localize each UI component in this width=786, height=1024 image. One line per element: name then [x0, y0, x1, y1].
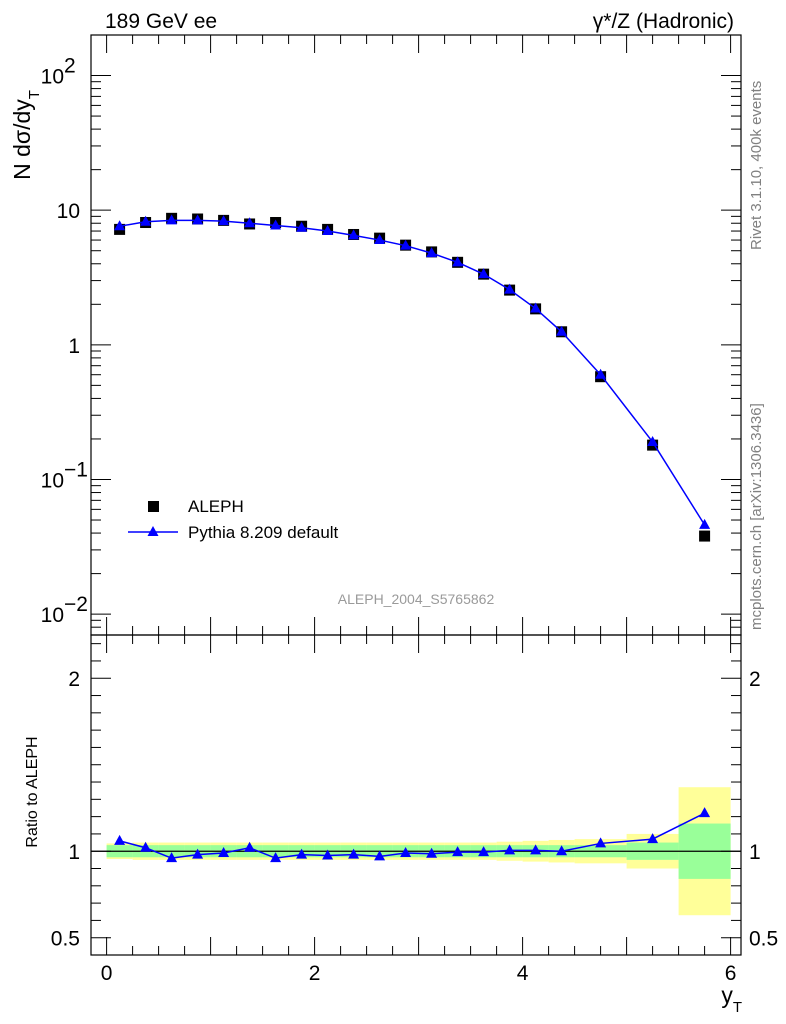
x-tick-labels: 0 2 4 6 — [101, 962, 737, 985]
ratio-y-tick-label-right: 1 — [749, 841, 761, 864]
pythia-ratio-point — [374, 850, 386, 861]
x-axis-label: yT — [721, 982, 742, 1016]
pythia-point — [270, 219, 282, 230]
main-y-tick-exponent: 2 — [64, 55, 76, 78]
x-tick-label: 4 — [517, 962, 529, 985]
header-right: γ*/Z (Hadronic) — [593, 10, 734, 33]
header-left: 189 GeV ee — [105, 10, 217, 33]
pythia-ratio-point — [270, 852, 282, 863]
main-y-axis-label: N dσ/dyT — [9, 90, 43, 180]
pythia-ratio-point — [166, 852, 178, 863]
pythia-point — [166, 214, 178, 225]
pythia-ratio-point — [322, 849, 334, 860]
ratio-axis-ticks — [91, 635, 741, 955]
x-tick-label: 0 — [101, 962, 113, 985]
pythia-ratio-point — [192, 848, 204, 859]
side-label-mcplots: mcplots.cern.ch [arXiv:1306.3436] — [748, 403, 765, 630]
analysis-label: ALEPH_2004_S5765862 — [338, 591, 495, 607]
pythia-ratio-point — [426, 847, 438, 858]
ratio-y-tick-label-right: 0.5 — [749, 928, 778, 951]
legend-marker-pythia — [147, 526, 159, 536]
pythia-ratio-point — [530, 844, 542, 855]
pythia-point — [426, 247, 438, 258]
aleph-data-point — [699, 530, 711, 542]
pythia-point — [556, 325, 568, 336]
main-y-tick-label: 1 — [68, 335, 80, 358]
main-y-tick-exponent: −1 — [64, 458, 88, 481]
pythia-ratio-point — [647, 833, 659, 844]
pythia-ratio-point — [556, 845, 568, 856]
pythia-ratio-point — [244, 841, 256, 852]
pythia-ratio-point — [348, 848, 360, 859]
pythia-point — [374, 234, 386, 245]
pythia-point — [218, 215, 230, 226]
pythia-ratio-point — [296, 848, 308, 859]
main-y-tick-label: 10 — [57, 200, 80, 223]
ratio-y-tick-label-left: 0.5 — [51, 928, 80, 951]
legend-label-pythia: Pythia 8.209 default — [188, 523, 339, 542]
main-y-tick-label: 10 — [41, 604, 64, 627]
pythia-point — [114, 220, 126, 231]
pythia-point — [699, 518, 711, 529]
pythia-ratio-point — [218, 846, 230, 857]
ratio-y-tick-label-left: 1 — [68, 841, 80, 864]
main-y-tick-exponent: −2 — [64, 593, 88, 616]
main-axis-ticks — [91, 34, 741, 636]
pythia-ratio-point — [452, 846, 464, 857]
pythia-point — [192, 214, 204, 225]
main-y-tick-label: 10 — [41, 469, 64, 492]
pythia-point — [400, 239, 412, 250]
main-y-axis-label-subscript: T — [26, 90, 43, 99]
pythia-ratio-point — [478, 846, 490, 857]
x-axis-label-subscript: T — [733, 999, 742, 1016]
legend: ALEPH Pythia 8.209 default — [128, 497, 339, 542]
x-tick-label: 6 — [725, 962, 737, 985]
main-y-tick-label: 10 — [41, 66, 64, 89]
pythia-ratio-point — [400, 846, 412, 857]
main-plot-area — [114, 212, 711, 542]
ratio-panel: 0.5 0.5 1 1 2 2 0 2 4 6 Ratio to ALEPH yT — [24, 634, 778, 1016]
pythia-point — [530, 302, 542, 313]
ratio-y-axis-label: Ratio to ALEPH — [24, 736, 41, 847]
ratio-y-tick-label-right: 2 — [749, 668, 761, 691]
ratio-panel-frame — [90, 634, 742, 956]
pythia-point — [647, 435, 659, 446]
pythia-point — [452, 256, 464, 267]
pythia-point — [296, 221, 308, 232]
pythia-point — [244, 217, 256, 228]
pythia-ratio-point — [114, 834, 126, 845]
main-panel-frame — [90, 34, 742, 636]
pythia-point — [504, 283, 516, 294]
ratio-y-tick-label-left: 2 — [68, 668, 80, 691]
legend-label-aleph: ALEPH — [188, 497, 244, 516]
pythia-ratio-point — [504, 844, 516, 855]
pythia-point — [478, 268, 490, 279]
pythia-point — [322, 225, 334, 236]
pythia-point — [140, 215, 152, 226]
ratio-plot-area — [91, 787, 741, 916]
legend-marker-aleph — [148, 501, 159, 512]
ratio-y-tick-labels: 0.5 0.5 1 1 2 2 — [51, 668, 778, 950]
pythia-ratio-point — [140, 841, 152, 852]
pythia-point — [595, 368, 607, 379]
pythia-point — [348, 229, 360, 240]
pythia-ratio-point — [699, 807, 711, 818]
side-label-rivet: Rivet 3.1.10, 400k events — [748, 81, 765, 250]
pythia-series-line — [119, 219, 706, 526]
x-tick-label: 2 — [309, 962, 321, 985]
pythia-ratio-point — [595, 837, 607, 848]
